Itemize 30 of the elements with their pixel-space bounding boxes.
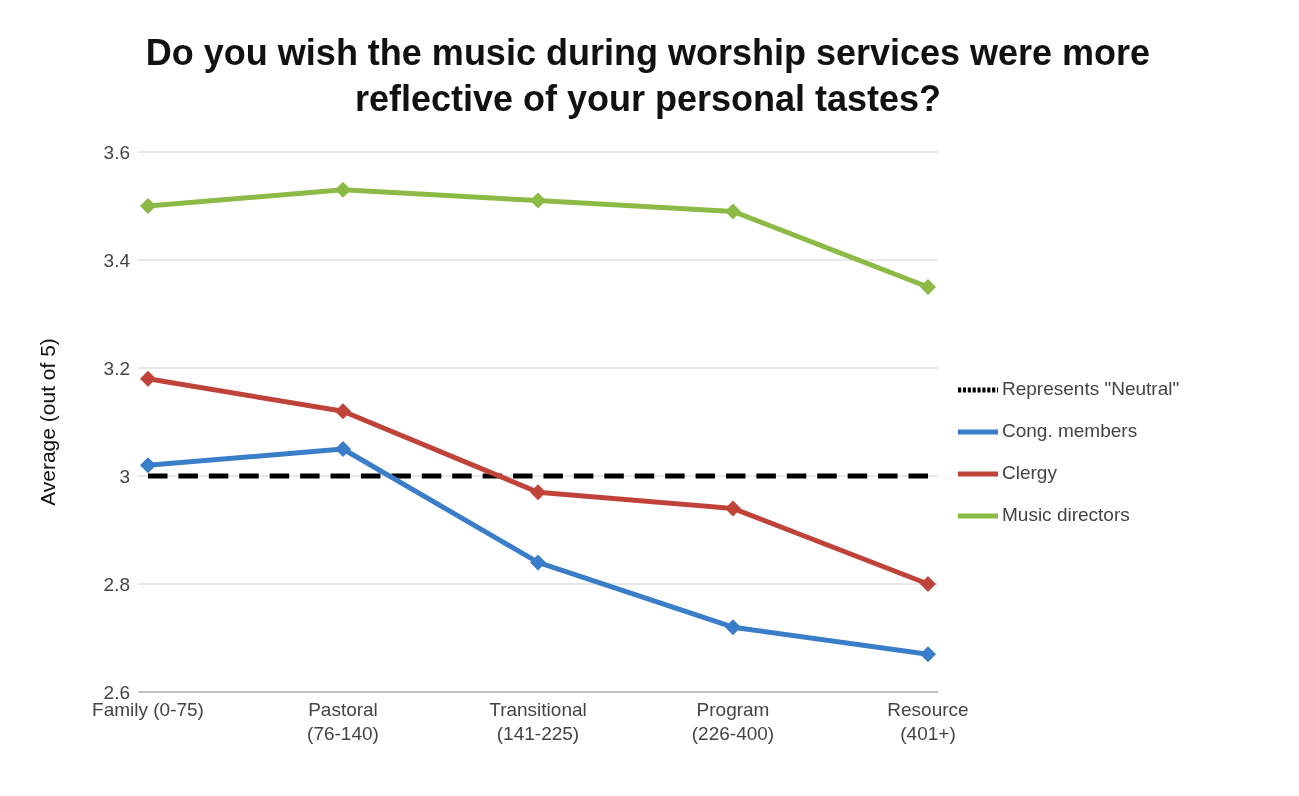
point bbox=[920, 646, 936, 663]
point bbox=[920, 279, 936, 295]
point bbox=[725, 203, 741, 220]
point bbox=[530, 192, 546, 209]
y-tick-label: 3.4 bbox=[103, 249, 131, 271]
x-tick-label: Transitional (141-225) bbox=[489, 699, 587, 744]
legend-label: Clergy bbox=[1002, 462, 1057, 483]
legend-label: Cong. members bbox=[1002, 420, 1138, 441]
point bbox=[140, 370, 156, 387]
y-axis-title: Average (out of 5) bbox=[36, 338, 60, 506]
chart-title: Do you wish the music during worship services were more reflective of your personal tastes? bbox=[144, 31, 1152, 121]
y-tick-label: 3.2 bbox=[103, 357, 130, 379]
x-tick-label: Program (226-400) bbox=[691, 699, 775, 744]
x-tick-label: Resource (401+) bbox=[887, 699, 969, 744]
point bbox=[335, 441, 351, 457]
y-tick-label: 3 bbox=[119, 465, 130, 487]
point bbox=[530, 554, 546, 571]
point bbox=[725, 619, 741, 636]
legend-label: Represents "Neutral" bbox=[1002, 378, 1180, 399]
point bbox=[335, 181, 351, 198]
x-tick-label: Pastoral (76-140) bbox=[307, 699, 379, 744]
y-tick-label: 3.6 bbox=[103, 141, 130, 163]
y-tick-label: 2.8 bbox=[103, 573, 130, 595]
point bbox=[140, 198, 156, 214]
point bbox=[140, 457, 156, 474]
point bbox=[530, 484, 546, 501]
legend-label: Music directors bbox=[1002, 504, 1130, 525]
point bbox=[335, 403, 351, 420]
point bbox=[725, 500, 741, 517]
point bbox=[920, 576, 936, 592]
